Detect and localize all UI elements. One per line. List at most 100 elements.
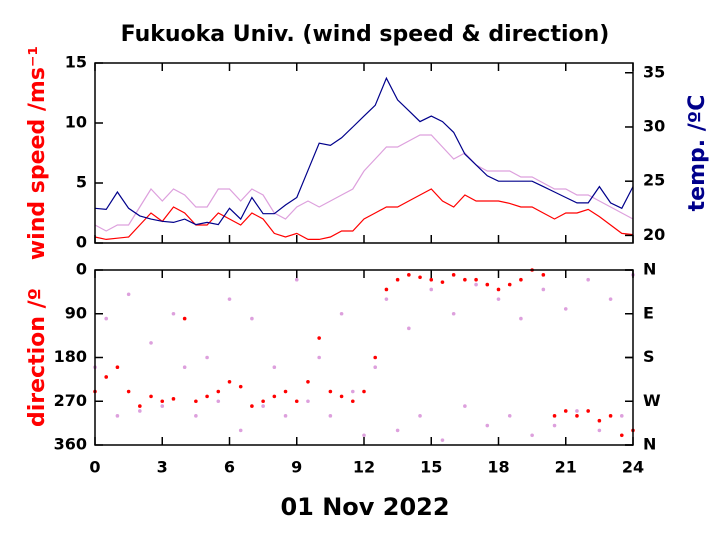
data-point [395,277,400,282]
y2-tick-label: S [643,347,655,366]
data-point [216,399,221,404]
data-point [362,433,366,438]
data-point [182,365,187,370]
x-tick-label: 18 [487,458,509,477]
data-point [283,389,288,394]
data-point [418,414,422,418]
data-point [519,277,523,282]
data-point [317,355,321,360]
data-point [317,336,321,340]
y2-axis-label: temp. /ºC [685,95,710,212]
data-point [507,414,512,418]
data-point [575,409,579,413]
data-line [94,188,634,241]
data-point [339,394,344,399]
data-point [283,414,288,418]
data-point [463,404,467,408]
x-tick-label: 15 [420,458,442,477]
data-point [160,399,165,404]
x-tick-label: 3 [157,458,168,477]
data-point [272,394,277,399]
data-point [194,399,198,404]
data-point [519,316,523,321]
data-point [418,275,422,280]
data-point [362,389,366,394]
data-point [250,404,254,408]
data-point [597,418,602,423]
data-point [294,399,299,404]
data-point [541,273,546,277]
data-point [339,311,344,316]
data-point [407,326,411,331]
data-point [496,287,501,292]
y-tick-label: 360 [54,435,87,454]
data-point [485,282,490,287]
data-point [530,433,534,438]
y2-tick-label: N [643,435,656,454]
data-point [115,365,120,370]
data-point [463,277,467,282]
data-point [104,316,109,321]
data-point [507,282,512,287]
y-tick-label: 10 [65,113,87,132]
data-point [238,384,243,389]
data-point [496,297,501,301]
data-point [395,428,400,433]
data-point [272,365,277,370]
y2-tick-label: W [643,391,661,410]
data-point [115,414,120,418]
data-point [328,389,333,394]
data-point [407,273,411,277]
data-line [94,134,634,232]
data-point [126,292,131,297]
y2-tick-label: 30 [643,116,665,135]
data-point [238,428,243,433]
y-tick-label: 0 [76,233,87,252]
data-point [205,355,209,360]
data-point [619,414,624,418]
data-point [575,414,579,418]
data-point [563,307,568,311]
data-point [328,414,333,418]
data-point [373,355,378,360]
data-point [250,316,254,321]
data-point [205,394,209,399]
data-point [216,389,221,394]
data-point [104,375,109,379]
x-axis-label: 01 Nov 2022 [280,493,449,521]
data-point [586,277,590,282]
data-point [440,438,445,442]
y-axis-label: wind speed /ms⁻¹ [25,46,50,260]
data-point [306,399,310,404]
y2-tick-label: E [643,303,654,322]
data-point [160,404,165,408]
y-tick-label: 270 [54,391,87,410]
y-tick-label: 15 [65,53,87,72]
data-point [261,404,265,408]
x-tick-label: 21 [555,458,577,477]
data-point [171,311,176,316]
data-point [384,287,389,292]
data-point [384,297,389,301]
y-tick-label: 90 [65,303,87,322]
data-point [440,280,445,284]
x-tick-label: 0 [89,458,100,477]
data-point [552,414,557,418]
data-point [138,409,142,413]
y-tick-label: 180 [54,347,87,366]
data-point [597,428,602,433]
x-tick-label: 12 [353,458,375,477]
data-point [350,399,355,404]
data-point [474,277,478,282]
data-point [149,341,153,345]
data-point [429,277,434,282]
y2-tick-label: 25 [643,171,665,190]
data-point [126,389,131,394]
y2-tick-label: 20 [643,225,665,244]
data-point [485,423,490,428]
data-point [451,273,456,277]
x-tick-label: 24 [622,458,644,477]
data-point [261,399,265,404]
